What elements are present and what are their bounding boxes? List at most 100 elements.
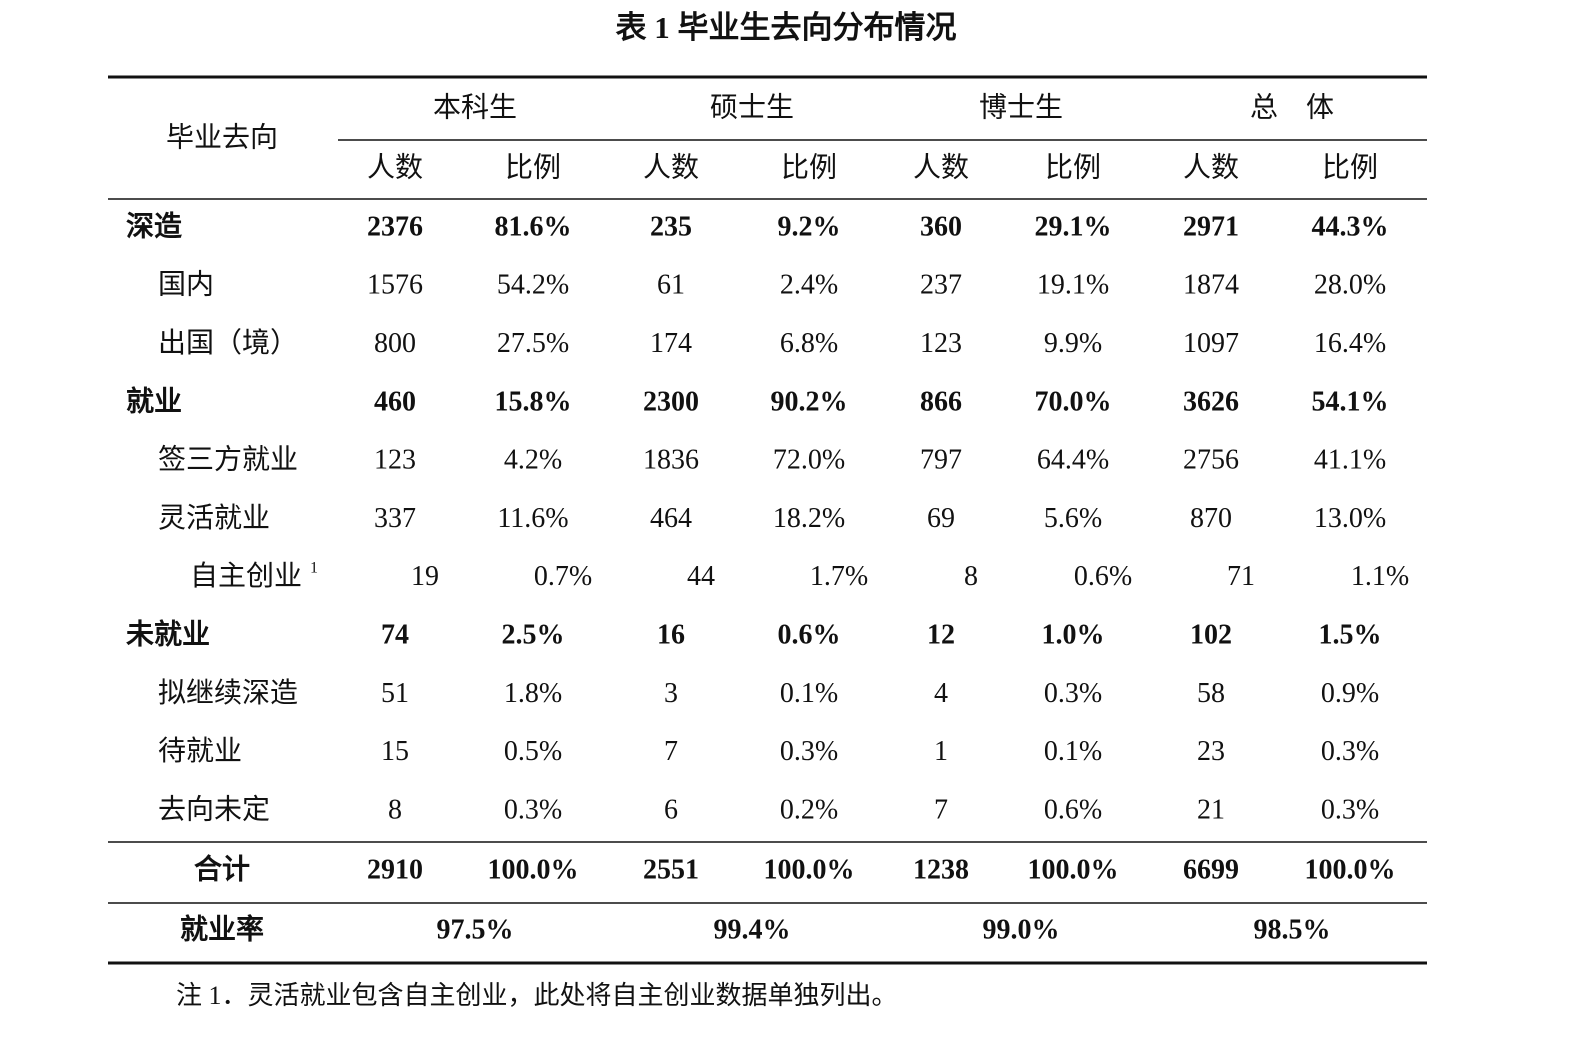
cell: 9.2% — [778, 211, 841, 242]
cell: 98.5% — [1254, 914, 1331, 945]
cell: 97.5% — [437, 914, 514, 945]
row-label: 就业 — [126, 385, 182, 417]
cell: 2971 — [1183, 211, 1239, 242]
cell: 99.4% — [714, 914, 791, 945]
row-label: 就业率 — [180, 912, 264, 945]
cell: 6 — [664, 794, 678, 825]
cell: 16.4% — [1314, 328, 1386, 359]
corner-header: 毕业去向 — [166, 121, 278, 153]
cell: 100.0% — [1305, 854, 1396, 885]
row-label: 灵活就业 — [158, 502, 270, 534]
cell: 2910 — [367, 854, 423, 885]
cell: 464 — [650, 503, 692, 534]
sub-header: 人数 — [643, 151, 699, 183]
cell: 99.0% — [983, 914, 1060, 945]
sub-header: 比例 — [505, 151, 561, 183]
group-header: 博士生 — [979, 91, 1063, 123]
cell: 797 — [920, 445, 962, 476]
cell: 44 — [687, 561, 715, 592]
cell: 123 — [920, 328, 962, 359]
cell: 28.0% — [1314, 270, 1386, 301]
cell: 0.9% — [1321, 678, 1379, 709]
cell: 1874 — [1183, 270, 1239, 301]
cell: 0.6% — [1044, 794, 1102, 825]
cell: 0.7% — [534, 561, 592, 592]
cell: 19.1% — [1037, 270, 1109, 301]
cell: 29.1% — [1035, 211, 1112, 242]
cell: 44.3% — [1312, 211, 1389, 242]
sub-header: 人数 — [367, 151, 423, 183]
row-label: 去向未定 — [158, 793, 270, 825]
cell: 0.3% — [1321, 794, 1379, 825]
cell: 12 — [927, 620, 955, 651]
cell: 90.2% — [771, 386, 848, 417]
cell: 7 — [934, 794, 948, 825]
cell: 0.6% — [778, 620, 841, 651]
cell: 1.5% — [1319, 620, 1382, 651]
cell: 8 — [388, 794, 402, 825]
cell: 870 — [1190, 503, 1232, 534]
cell: 0.6% — [1074, 561, 1132, 592]
cell: 1 — [934, 736, 948, 767]
cell: 19 — [411, 561, 439, 592]
cell: 58 — [1197, 678, 1225, 709]
cell: 74 — [381, 620, 409, 651]
cell: 0.5% — [504, 736, 562, 767]
cell: 2756 — [1183, 445, 1239, 476]
sub-header: 比例 — [1322, 151, 1378, 183]
cell: 9.9% — [1044, 328, 1102, 359]
cell: 6.8% — [780, 328, 838, 359]
row-label: 拟继续深造 — [158, 677, 298, 709]
cell: 1.7% — [810, 561, 868, 592]
cell: 102 — [1190, 620, 1232, 651]
group-header: 硕士生 — [710, 91, 794, 123]
cell: 1238 — [913, 854, 969, 885]
cell: 0.2% — [780, 794, 838, 825]
cell: 460 — [374, 386, 416, 417]
sub-header: 人数 — [913, 151, 969, 183]
cell: 100.0% — [764, 854, 855, 885]
cell: 1.1% — [1351, 561, 1409, 592]
cell: 54.2% — [497, 270, 569, 301]
cell: 0.1% — [1044, 736, 1102, 767]
cell: 0.3% — [1044, 678, 1102, 709]
footnote-mark: 1 — [310, 559, 318, 576]
footnote: 注 1．灵活就业包含自主创业，此处将自主创业数据单独列出。 — [176, 981, 898, 1010]
row-label: 未就业 — [126, 619, 210, 651]
cell: 70.0% — [1035, 386, 1112, 417]
cell: 41.1% — [1314, 445, 1386, 476]
cell: 174 — [650, 328, 692, 359]
cell: 123 — [374, 445, 416, 476]
cell: 1097 — [1183, 328, 1239, 359]
cell: 71 — [1227, 561, 1255, 592]
cell: 2376 — [367, 211, 423, 242]
row-label: 国内 — [158, 269, 214, 301]
row-label: 出国（境） — [158, 327, 298, 359]
cell: 18.2% — [773, 503, 845, 534]
cell: 69 — [927, 503, 955, 534]
cell: 237 — [920, 270, 962, 301]
cell: 2300 — [643, 386, 699, 417]
cell: 0.3% — [504, 794, 562, 825]
group-header: 总 体 — [1250, 91, 1334, 123]
cell: 100.0% — [488, 854, 579, 885]
row-label: 待就业 — [158, 735, 242, 767]
cell: 1.8% — [504, 678, 562, 709]
cell: 360 — [920, 211, 962, 242]
cell: 4 — [934, 678, 948, 709]
cell: 27.5% — [497, 328, 569, 359]
cell: 11.6% — [497, 503, 568, 534]
sub-header: 人数 — [1183, 151, 1239, 183]
cell: 5.6% — [1044, 503, 1102, 534]
cell: 1836 — [643, 445, 699, 476]
cell: 2551 — [643, 854, 699, 885]
cell: 64.4% — [1037, 445, 1109, 476]
cell: 81.6% — [495, 211, 572, 242]
cell: 15 — [381, 736, 409, 767]
cell: 16 — [657, 620, 685, 651]
row-label: 自主创业 — [190, 560, 302, 592]
group-header: 本科生 — [433, 91, 517, 123]
cell: 800 — [374, 328, 416, 359]
cell: 866 — [920, 386, 962, 417]
